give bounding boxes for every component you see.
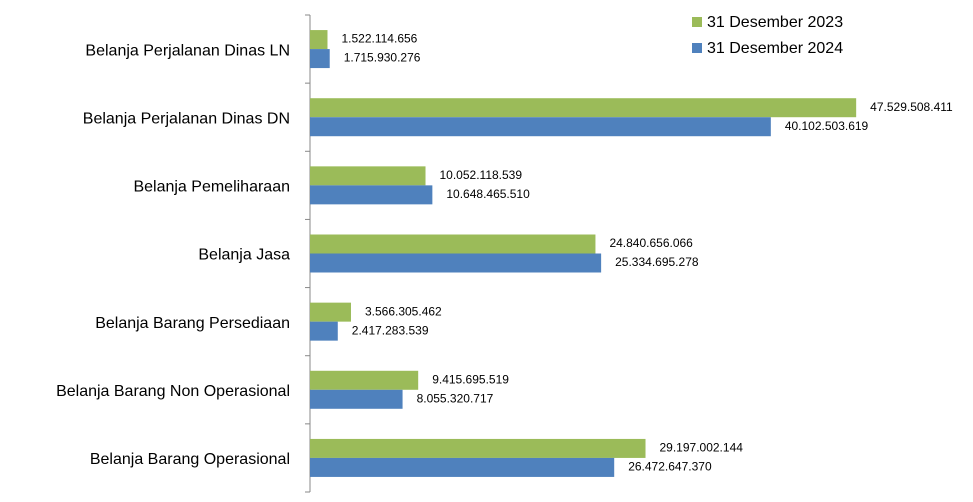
value-label: 1.715.930.276 bbox=[344, 51, 421, 65]
bar bbox=[310, 370, 419, 390]
value-label: 25.334.695.278 bbox=[615, 255, 699, 269]
bar bbox=[310, 30, 328, 50]
legend-swatch bbox=[692, 43, 702, 53]
value-label: 26.472.647.370 bbox=[628, 460, 712, 474]
bar bbox=[310, 117, 771, 137]
y-tick-label: Belanja Barang Persediaan bbox=[95, 315, 290, 332]
y-tick-label: Belanja Perjalanan Dinas DN bbox=[83, 110, 290, 127]
bar bbox=[310, 253, 602, 273]
bar bbox=[310, 98, 857, 118]
y-tick-label: Belanja Jasa bbox=[198, 247, 290, 264]
bar bbox=[310, 185, 433, 205]
value-label: 24.840.656.066 bbox=[609, 236, 693, 250]
value-label: 9.415.695.519 bbox=[432, 372, 509, 386]
bar bbox=[310, 234, 596, 254]
bar bbox=[310, 321, 338, 341]
bar bbox=[310, 457, 615, 477]
bar bbox=[310, 166, 426, 186]
y-tick-label: Belanja Perjalanan Dinas LN bbox=[85, 42, 290, 59]
value-label: 47.529.508.411 bbox=[870, 100, 953, 114]
value-label: 10.648.465.510 bbox=[446, 187, 530, 201]
y-tick-label: Belanja Barang Non Operasional bbox=[56, 383, 290, 400]
value-label: 3.566.305.462 bbox=[365, 304, 442, 318]
bar bbox=[310, 302, 351, 322]
bar bbox=[310, 438, 646, 458]
value-label: 29.197.002.144 bbox=[660, 441, 744, 455]
legend-label: 31 Desember 2024 bbox=[707, 40, 843, 57]
value-label: 1.522.114.656 bbox=[341, 32, 417, 46]
value-label: 2.417.283.539 bbox=[352, 323, 429, 337]
value-label: 40.102.503.619 bbox=[785, 119, 869, 133]
y-tick-label: Belanja Pemeliharaan bbox=[133, 179, 290, 196]
bar bbox=[310, 389, 403, 409]
y-tick-label: Belanja Barang Operasional bbox=[90, 451, 290, 468]
bar bbox=[310, 49, 330, 69]
legend-swatch bbox=[692, 17, 702, 27]
value-label: 10.052.118.539 bbox=[440, 168, 523, 182]
legend-label: 31 Desember 2023 bbox=[707, 14, 843, 31]
value-label: 8.055.320.717 bbox=[417, 391, 494, 405]
